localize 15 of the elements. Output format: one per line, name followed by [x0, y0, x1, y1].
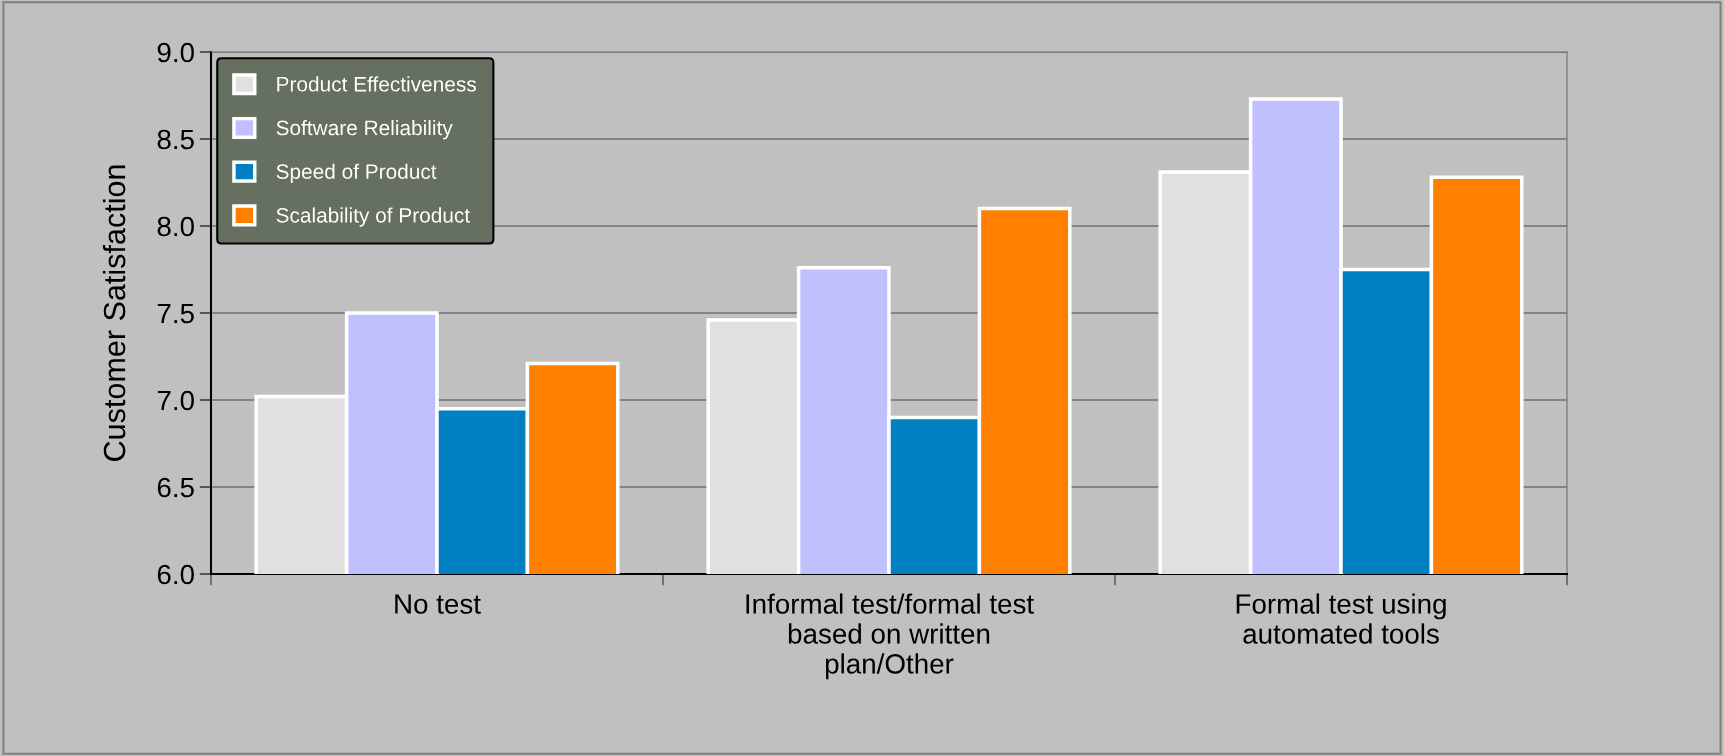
- y-tick-label: 9.0: [157, 42, 194, 63]
- y-tick-label: 8.5: [157, 129, 194, 150]
- legend-label: Software Reliability: [276, 119, 453, 140]
- y-tick-label: 7.0: [157, 390, 194, 411]
- y-tick-label: 8.0: [157, 216, 194, 237]
- x-tick-label: No test: [395, 594, 481, 614]
- x-tick-label: Formal test using automated tools: [1236, 593, 1446, 644]
- y-tick-label: 6.0: [157, 564, 194, 585]
- y-tick-label: 6.5: [157, 477, 194, 498]
- x-tick-label: Informal test/formal test based on written plan/Other: [746, 593, 1034, 680]
- legend-label: Speed of Product: [276, 163, 437, 184]
- y-tick-label: 7.5: [157, 303, 194, 324]
- legend-label: Product Effectiveness: [277, 76, 476, 92]
- legend-label: Scalability of Product: [276, 207, 470, 227]
- y-axis-title: Customer Satisfaction: [102, 165, 126, 461]
